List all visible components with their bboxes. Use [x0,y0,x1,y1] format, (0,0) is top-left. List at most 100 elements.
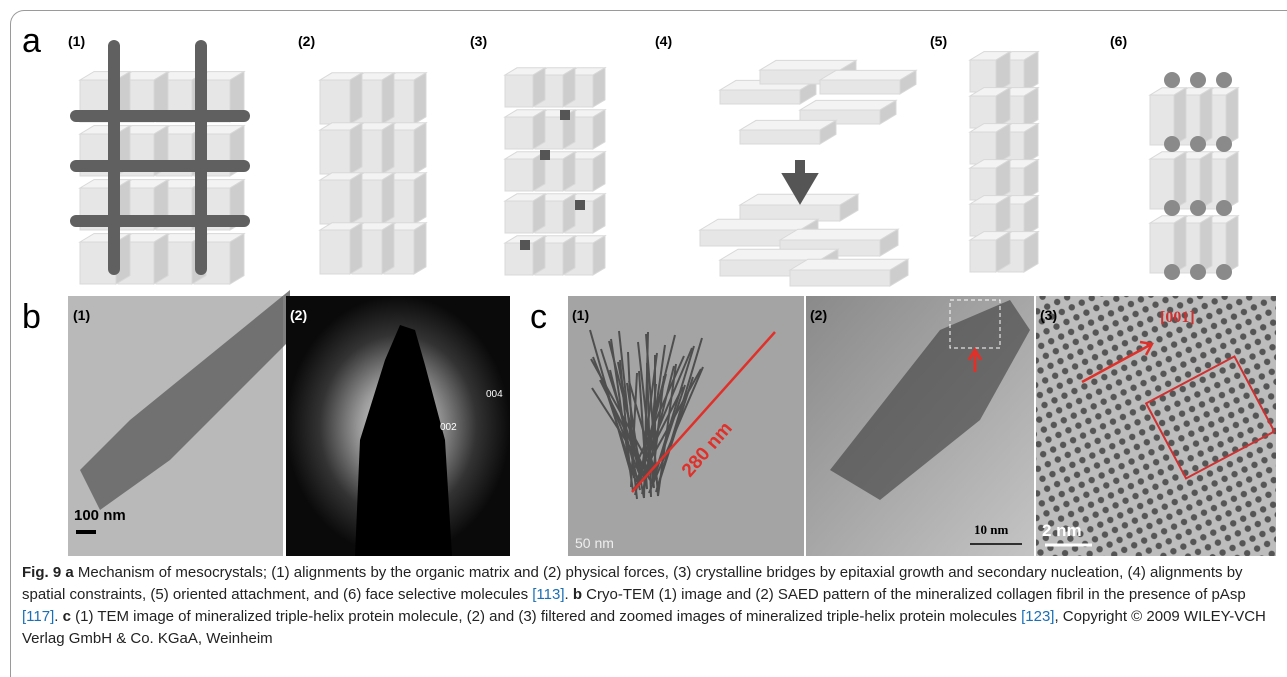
block-top [700,219,818,230]
sub-label: (1) [68,33,85,49]
block-side [533,236,545,275]
block-side [533,110,545,149]
molecule [1190,72,1206,88]
molecule [1190,264,1206,280]
block-front [790,270,890,286]
block-front [970,240,996,272]
bridge [520,240,530,250]
block-front [320,230,350,274]
bridge [540,150,550,160]
block-side [563,194,575,233]
block-side [350,223,362,274]
figure-number: Fig. 9 [22,564,61,581]
reference: [123] [1021,608,1054,625]
block-side [1174,152,1186,209]
ring-label: 002 [440,422,457,433]
micrograph [568,296,804,556]
block-side [1226,216,1238,273]
block-front [505,159,533,191]
caption: Fig. 9 a Mechanism of mesocrystals; (1) … [22,562,1272,650]
scale-label: 100 nm [74,507,126,524]
rod [70,160,250,172]
block-front [320,180,350,224]
bridge [575,200,585,210]
block-side [382,73,394,124]
block-front [320,80,350,124]
caption-text: . [54,608,62,625]
block-side [414,223,426,274]
block-top [780,229,898,240]
molecule [1216,200,1232,216]
block-side [350,73,362,124]
scale-label: 10 nm [974,522,1008,537]
block-side [1174,88,1186,145]
block-front [505,117,533,149]
block-side [593,194,605,233]
block-front [740,205,840,221]
molecule [1216,136,1232,152]
sub-label: (6) [1110,33,1127,49]
block-top [790,259,908,270]
block-side [593,152,605,191]
caption-text: (1) TEM image of mineralized triple-heli… [71,608,1021,625]
rod [70,215,250,227]
block-side [533,194,545,233]
sub-label: (2) [290,307,307,323]
sub-label: (4) [655,33,672,49]
block-side [1226,88,1238,145]
block-side [382,123,394,174]
arrow [790,160,810,195]
direction-label: [001] [1160,309,1195,326]
rod [70,110,250,122]
block-side [563,68,575,107]
block-side [350,173,362,224]
panel-label: a [22,22,41,60]
block-side [1200,216,1212,273]
sub-label: (2) [810,307,827,323]
block-side [593,236,605,275]
caption-text: . [565,586,573,603]
molecule [1164,136,1180,152]
panel-label: b [22,298,41,336]
rod [195,40,207,275]
block-side [350,123,362,174]
block-front [320,130,350,174]
block-front [505,201,533,233]
figure: a b c (1) 100 nm (2) 002 004 (1) 280 nm … [0,0,1287,560]
molecule [1164,200,1180,216]
block-side [382,173,394,224]
scale-label: 50 nm [575,535,614,551]
bridge [560,110,570,120]
caption-label: a [65,564,73,581]
panel-label: c [530,298,547,336]
block-front [740,130,820,144]
sub-label: (1) [73,307,90,323]
block-side [593,110,605,149]
caption-text: Cryo-TEM (1) image and (2) SAED pattern … [582,586,1246,603]
block-side [1200,152,1212,209]
ring-label: 004 [486,389,503,400]
molecule [1164,264,1180,280]
block-side [533,68,545,107]
molecule [1216,72,1232,88]
rod [108,40,120,275]
sub-label: (2) [298,33,315,49]
block-front [720,90,800,104]
schematic [970,52,1038,272]
molecule [1190,136,1206,152]
sub-label: (3) [1040,307,1057,323]
reference: [117] [22,608,54,625]
micrograph [1036,296,1276,556]
block-top [720,249,838,260]
block-side [593,68,605,107]
page: a b c (1) 100 nm (2) 002 004 (1) 280 nm … [0,0,1287,676]
reference: [113] [532,586,564,603]
caption-label: c [63,608,71,625]
block-side [414,123,426,174]
block-side [1200,88,1212,145]
schematic [320,73,426,274]
sub-label: (5) [930,33,947,49]
block-side [230,234,244,284]
sub-label: (1) [572,307,589,323]
block-side [563,152,575,191]
